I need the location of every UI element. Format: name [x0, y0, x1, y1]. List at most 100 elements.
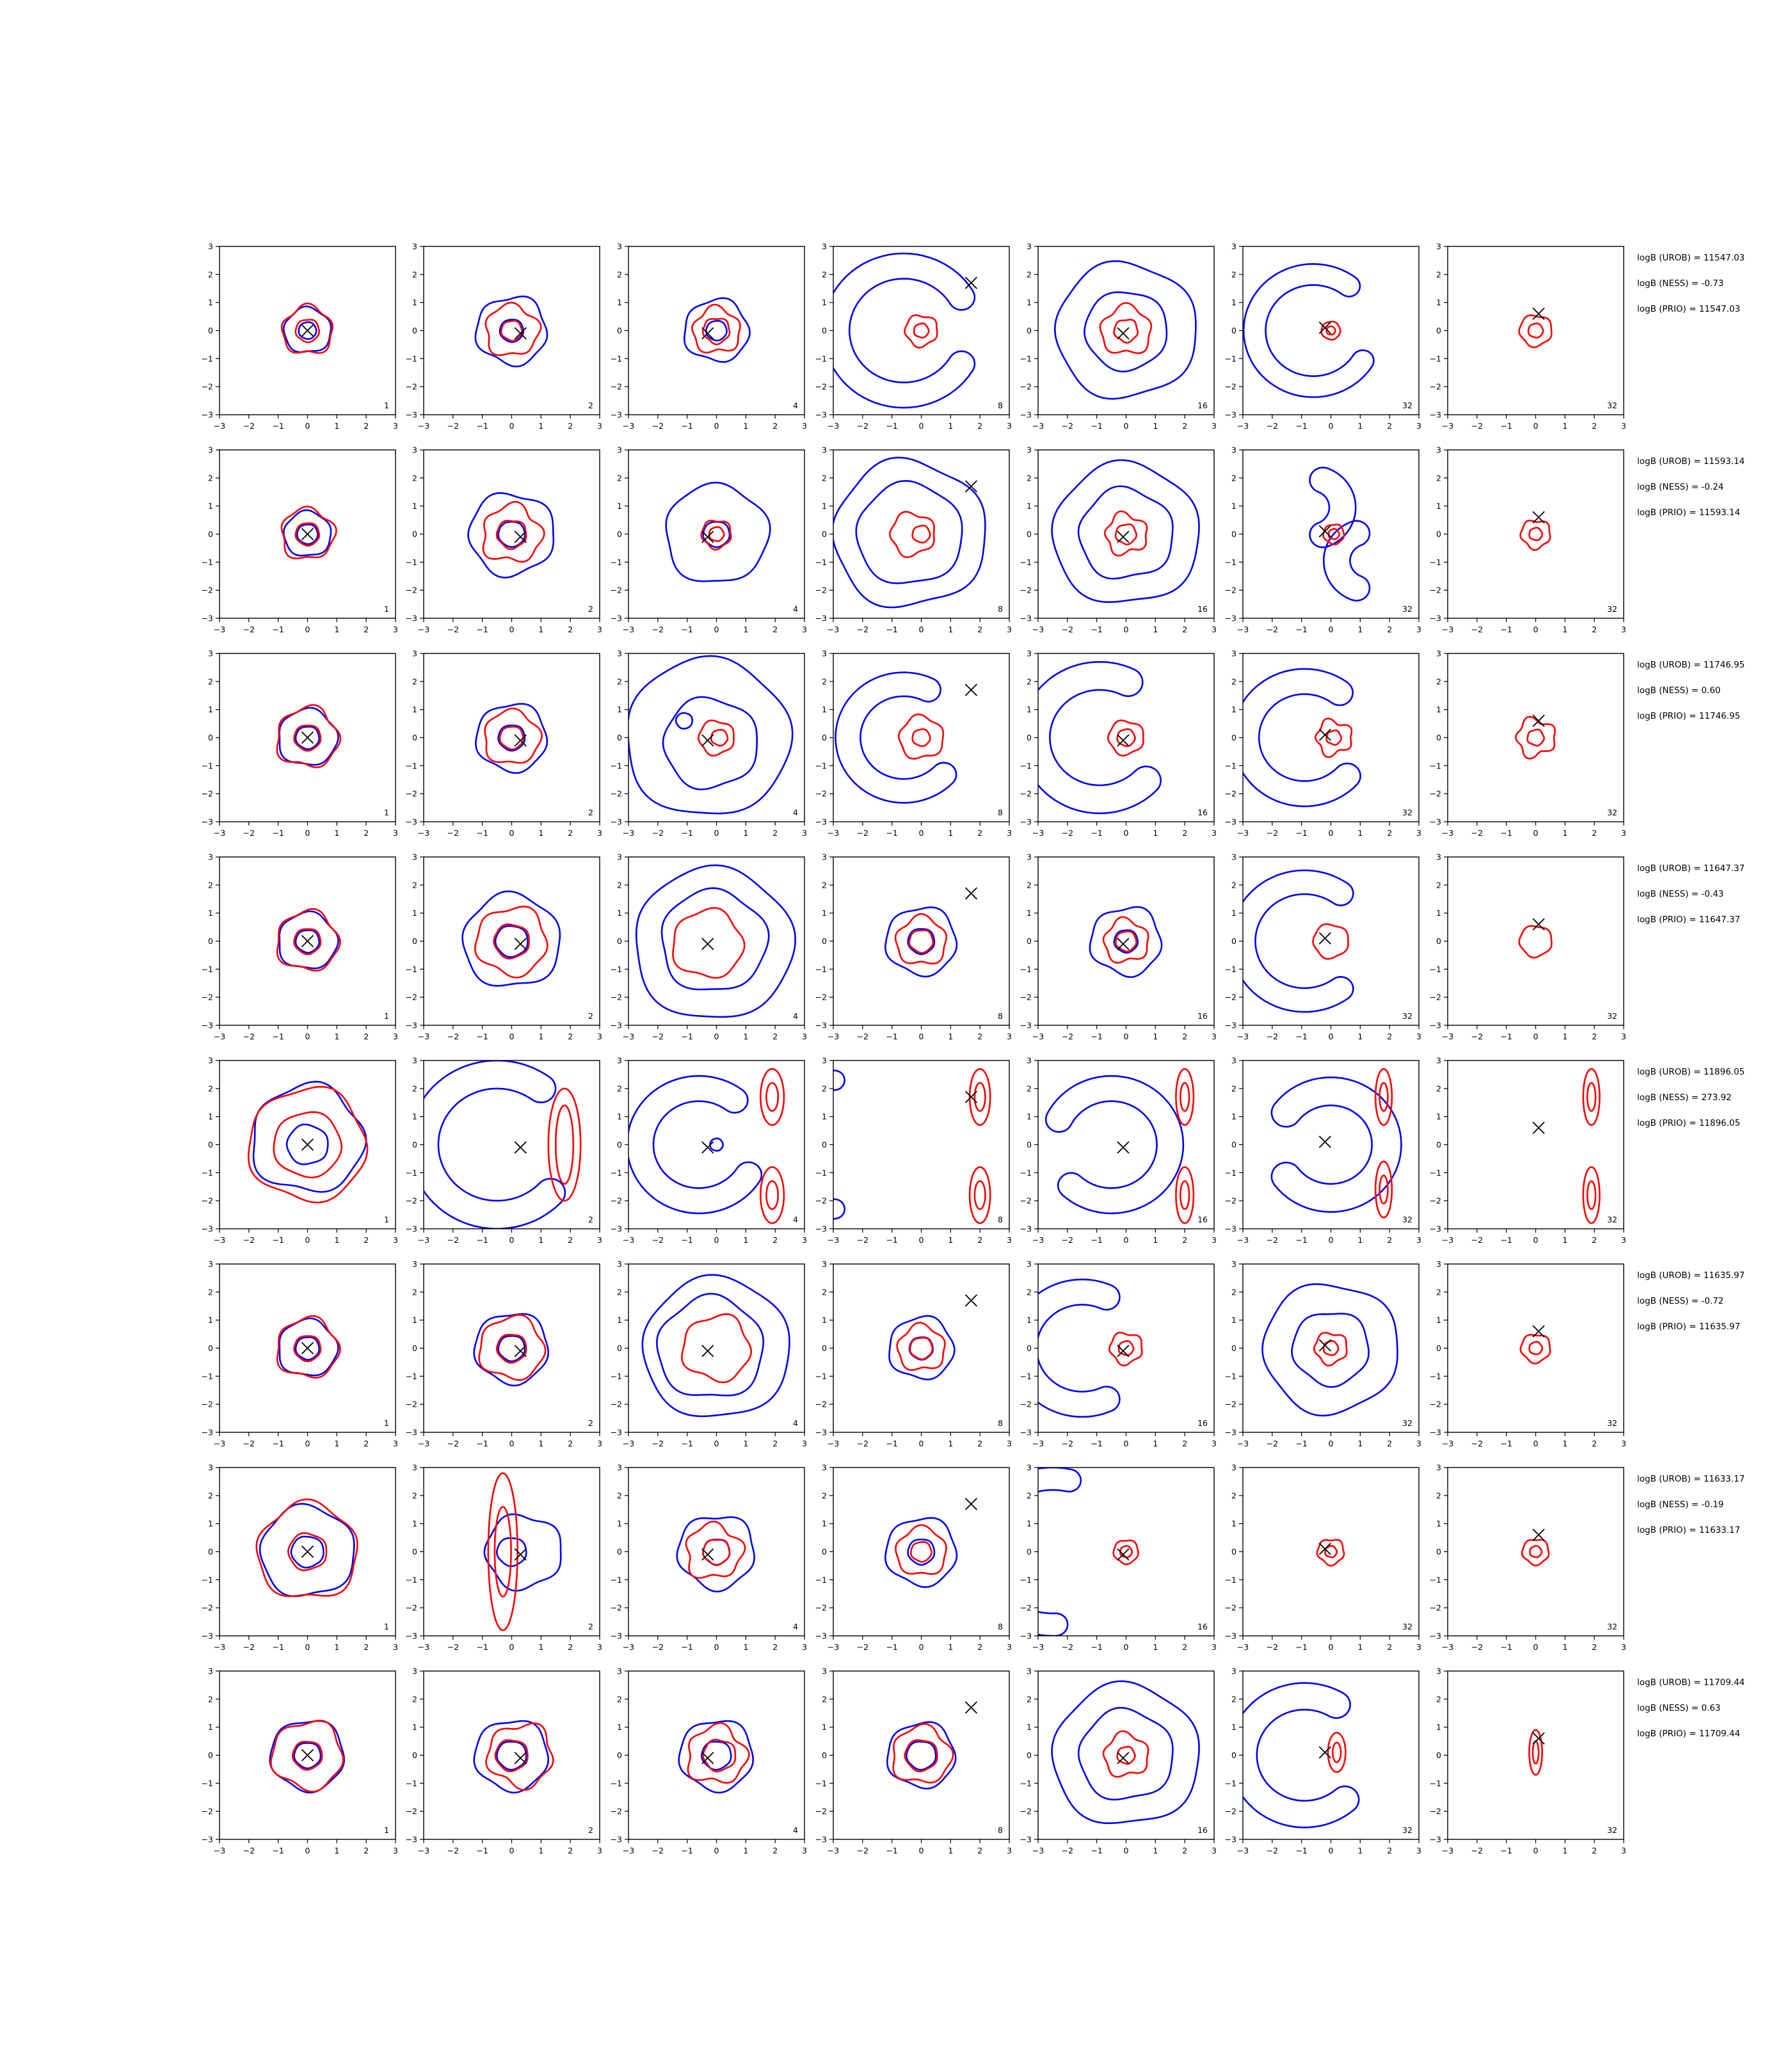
red-contour-4 [765, 1082, 780, 1112]
x-tick-label: −1 [1091, 421, 1102, 431]
blue-contour-1 [1243, 1682, 1360, 1828]
x-tick-label: −2 [447, 828, 459, 838]
y-tick-label: −3 [815, 614, 827, 623]
x-tick-label: 1 [948, 828, 953, 838]
x-tick-label: −1 [272, 1032, 284, 1041]
x-tick-label: −1 [681, 421, 692, 431]
x-tick-label: 1 [1562, 1235, 1567, 1245]
panel-r8-c3: −3−3 −2 −2 −1 −1 0 0 1 1 2 2 3 3 4 [611, 1667, 807, 1856]
y-tick-label: 0 [208, 1140, 213, 1149]
y-tick-label: −2 [1430, 586, 1441, 595]
x-tick-label: −1 [1091, 1235, 1102, 1245]
blue-contour-1 [833, 1069, 845, 1220]
panel-r8-c2: −3−3 −2 −2 −1 −1 0 0 1 1 2 2 3 3 2 [406, 1667, 602, 1856]
y-tick-label: 2 [208, 1491, 213, 1500]
red-contour-4 [1322, 1340, 1340, 1356]
contour-group [886, 1721, 957, 1789]
red-contour-4 [701, 317, 731, 346]
x-tick-label: 1 [334, 1439, 339, 1448]
x-tick-label: −2 [243, 1846, 255, 1855]
panel-r5-c1: −3−3 −2 −2 −1 −1 0 0 1 1 2 2 3 3 1 [202, 1056, 398, 1245]
panel-r1-c5: −3−3 −2 −2 −1 −1 0 0 1 1 2 2 3 3 16 [1020, 242, 1217, 431]
x-marker [1532, 307, 1545, 320]
x-tick-label: −3 [1032, 1235, 1044, 1245]
blue-contour-1 [641, 1274, 790, 1418]
blue-contour-1 [1051, 1680, 1200, 1825]
y-tick-label: −3 [815, 1021, 827, 1030]
contour-group [276, 704, 342, 769]
x-tick-label: 1 [538, 1846, 543, 1855]
x-tick-label: −2 [243, 625, 255, 634]
x-tick-label: 3 [393, 828, 398, 838]
x-tick-label: 0 [714, 1642, 719, 1652]
red-contour-3 [280, 302, 333, 354]
y-tick-label: −2 [815, 382, 827, 392]
y-tick-label: −3 [815, 1224, 827, 1234]
x-tick-label: 0 [1329, 1642, 1334, 1652]
x-tick-label: 3 [1212, 1032, 1217, 1041]
x-tick-label: 1 [1357, 625, 1363, 634]
x-tick-label: −3 [1442, 1642, 1453, 1652]
x-marker [514, 531, 527, 543]
y-tick-label: −2 [1430, 1196, 1441, 1206]
x-tick-label: −1 [681, 1032, 692, 1041]
x-tick-label: −1 [476, 625, 488, 634]
y-tick-label: 1 [822, 298, 827, 307]
panel-label: 1 [384, 604, 389, 614]
red-contour-2 [547, 1087, 582, 1202]
x-tick-label: 0 [509, 625, 515, 634]
y-tick-label: 1 [617, 1112, 622, 1121]
y-tick-label: 1 [1027, 1315, 1032, 1325]
y-tick-label: −2 [815, 789, 827, 799]
x-tick-label: 1 [1153, 1846, 1158, 1855]
blue-contour-1 [483, 1513, 562, 1592]
blue-contour-1 [1038, 1468, 1082, 1636]
x-marker [514, 1752, 527, 1764]
y-tick-label: −3 [815, 1631, 827, 1641]
x-tick-label: −2 [447, 1846, 459, 1855]
y-tick-label: 0 [1027, 1547, 1032, 1556]
x-tick-label: −1 [272, 1235, 284, 1245]
y-tick-label: −3 [815, 1835, 827, 1844]
red-contour-3 [685, 1521, 746, 1579]
y-tick-label: −2 [202, 1400, 213, 1409]
axes-frame [833, 246, 1010, 415]
y-tick-label: 2 [822, 880, 827, 890]
red-contour-2 [1528, 527, 1544, 541]
panel-label: 32 [1607, 1215, 1617, 1224]
x-tick-label: −3 [418, 625, 429, 634]
x-tick-label: 0 [1124, 1642, 1129, 1652]
x-tick-label: 2 [1182, 1846, 1187, 1855]
contour-group [1518, 925, 1553, 959]
red-contour-4 [293, 724, 322, 752]
red-contour-4 [1586, 1180, 1597, 1210]
y-tick-label: −1 [1020, 1168, 1032, 1178]
x-tick-label: −1 [886, 1032, 897, 1041]
x-tick-label: 2 [568, 625, 573, 634]
x-tick-label: 2 [568, 828, 573, 838]
x-marker [514, 1141, 527, 1154]
blue-contour-2 [1113, 929, 1139, 954]
x-tick-label: 0 [1533, 1642, 1539, 1652]
panel-r3-c7: −3−3 −2 −2 −1 −1 0 0 1 1 2 2 3 3 32 [1430, 649, 1626, 838]
x-tick-label: 2 [1592, 1642, 1597, 1652]
axes-frame [1242, 653, 1420, 822]
stats-row-3: logB (UROB) = 11746.95 logB (NESS) = 0.60… [1637, 660, 1745, 721]
y-tick-label: −1 [611, 761, 622, 771]
y-tick-label: 3 [1231, 445, 1236, 455]
x-tick-label: −3 [214, 625, 225, 634]
y-tick-label: 3 [1027, 1463, 1032, 1473]
x-tick-label: 0 [1329, 1032, 1334, 1041]
panel-r7-c2: −3−3 −2 −2 −1 −1 0 0 1 1 2 2 3 3 2 [406, 1463, 602, 1652]
y-tick-label: 3 [412, 445, 417, 455]
y-tick-label: 1 [1231, 1315, 1236, 1325]
contour-group [628, 1068, 785, 1224]
y-tick-label: −2 [1225, 1603, 1236, 1613]
x-tick-label: 2 [977, 1032, 982, 1041]
x-marker [964, 276, 978, 289]
x-tick-label: −1 [886, 1235, 897, 1245]
y-tick-label: −1 [406, 761, 417, 771]
y-tick-label: 0 [1027, 529, 1032, 539]
x-tick-label: 2 [1387, 1235, 1392, 1245]
blue-contour-1 [1243, 869, 1354, 1013]
